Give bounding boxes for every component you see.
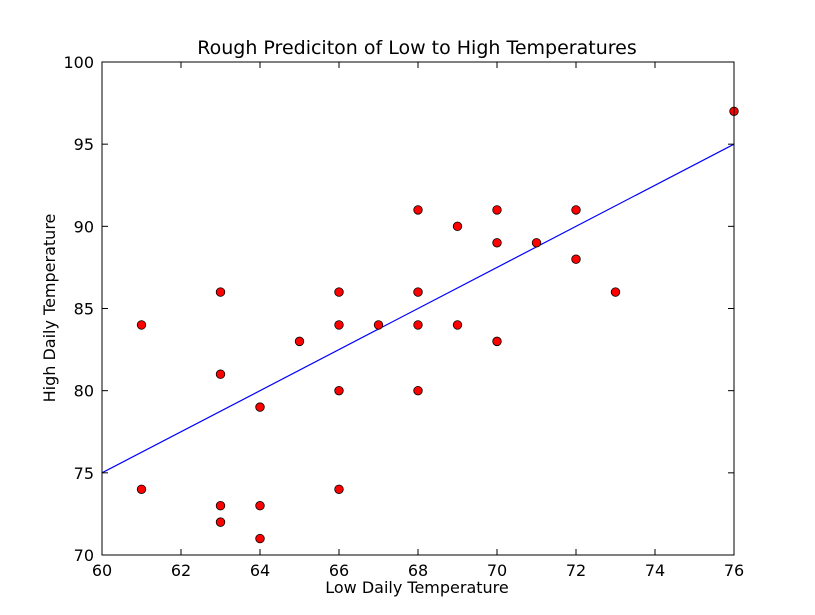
data-point-2: [215, 287, 226, 297]
plot-area: [101, 61, 739, 556]
x-tick-label-66: 66: [329, 561, 349, 580]
data-point-11: [334, 320, 344, 330]
x-axis-ticks: 60 62 64 66 68 70 72 74 76: [92, 62, 744, 580]
data-point-3: [215, 369, 226, 379]
data-point-6: [255, 402, 265, 412]
y-tick-label-70: 70: [74, 546, 94, 565]
data-point-18: [413, 385, 423, 396]
data-point-10: [334, 287, 344, 297]
y-tick-label-95: 95: [74, 135, 94, 154]
x-tick-label-60: 60: [92, 561, 112, 580]
data-point-24: [531, 238, 542, 248]
y-tick-label-80: 80: [74, 382, 94, 401]
data-point-4: [215, 501, 226, 511]
y-tick-label-75: 75: [74, 464, 94, 483]
data-point-26: [571, 254, 581, 264]
data-point-1: [136, 484, 147, 494]
y-axis-label: High Daily Temperature: [40, 214, 59, 403]
data-point-7: [255, 501, 265, 511]
data-point-21: [492, 205, 502, 215]
x-tick-label-70: 70: [487, 561, 507, 580]
data-point-17: [413, 320, 423, 330]
data-point-0: [136, 320, 147, 330]
y-axis-ticks: 70 75 80 85 90 95 100: [63, 53, 734, 565]
y-tick-label-90: 90: [74, 217, 94, 236]
fit-line: [102, 143, 734, 474]
data-point-20: [452, 320, 463, 330]
y-tick-label-85: 85: [74, 300, 94, 319]
x-tick-label-74: 74: [645, 561, 665, 580]
x-tick-label-68: 68: [408, 561, 428, 580]
data-point-5: [215, 517, 226, 527]
x-tick-label-76: 76: [724, 561, 744, 580]
data-point-13: [334, 484, 344, 494]
data-point-14: [373, 320, 384, 330]
data-point-25: [571, 205, 581, 215]
x-tick-label-64: 64: [250, 561, 270, 580]
data-point-22: [492, 238, 502, 248]
data-point-9: [294, 336, 305, 347]
chart-title: Rough Prediciton of Low to High Temperat…: [197, 37, 636, 59]
data-point-16: [413, 287, 423, 297]
data-point-12: [334, 385, 344, 396]
x-tick-label-72: 72: [566, 561, 586, 580]
y-tick-label-100: 100: [63, 53, 94, 72]
x-axis-label: Low Daily Temperature: [325, 578, 509, 597]
data-point-27: [610, 287, 621, 297]
data-point-23: [492, 336, 502, 347]
x-tick-label-62: 62: [171, 561, 191, 580]
data-point-8: [255, 533, 265, 544]
data-point-19: [452, 221, 463, 232]
data-point-15: [413, 205, 423, 215]
